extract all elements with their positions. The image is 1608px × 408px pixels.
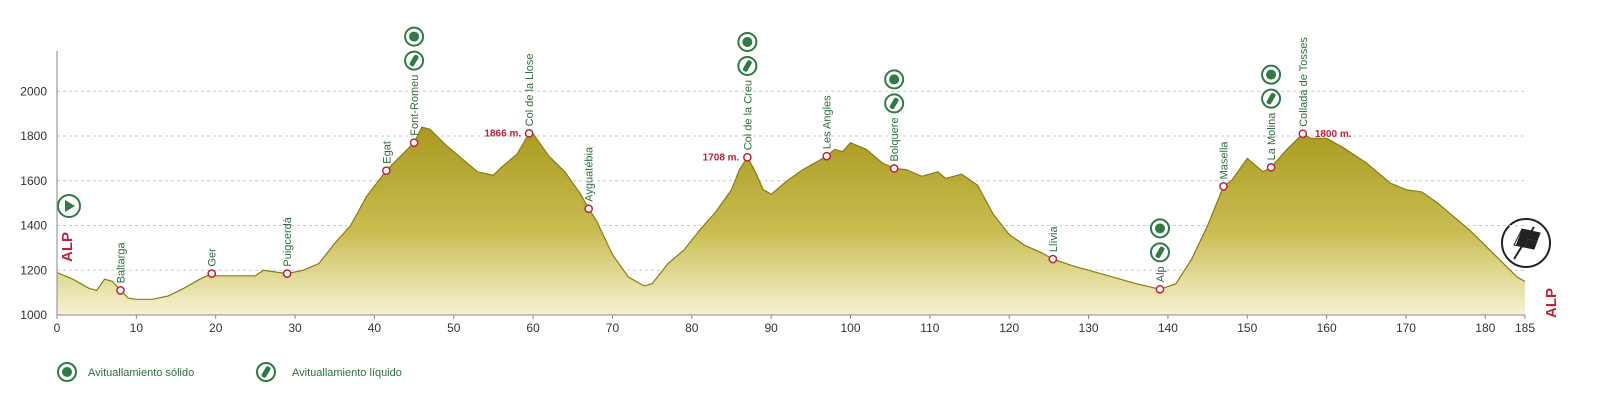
solid-icon bbox=[1261, 64, 1282, 85]
altitude-label: 1800 m. bbox=[1315, 129, 1352, 140]
legend-text: Avituallamiento líquido bbox=[292, 367, 402, 379]
waypoint-label: Col de la Creu bbox=[742, 80, 754, 150]
icon-apple bbox=[1266, 69, 1277, 80]
liquid-icon bbox=[404, 50, 425, 71]
y-tick-label: 2000 bbox=[20, 84, 47, 98]
waypoint-marker bbox=[282, 269, 292, 278]
waypoint-marker bbox=[207, 269, 217, 278]
waypoint-marker bbox=[1266, 162, 1276, 172]
legend-text: Avituallamiento sólido bbox=[88, 367, 194, 379]
waypoint-label: Alp bbox=[1155, 266, 1167, 282]
finish-icon bbox=[1501, 218, 1551, 268]
waypoint-label: Collada de Tosses bbox=[1298, 37, 1310, 127]
x-tick-label: 0 bbox=[54, 321, 61, 335]
icon-apple bbox=[889, 74, 900, 85]
liquid-icon bbox=[1149, 242, 1170, 263]
altitude-label: 1866 m. bbox=[484, 128, 521, 139]
x-tick-label: 120 bbox=[999, 321, 1019, 335]
x-tick-label: 185 bbox=[1515, 321, 1535, 335]
y-tick-label: 1200 bbox=[20, 263, 47, 277]
elevation-area bbox=[57, 127, 1525, 315]
waypoint-label: La Molina bbox=[1266, 112, 1278, 161]
y-tick-label: 1800 bbox=[20, 129, 47, 143]
waypoint-label: Bolquere bbox=[889, 117, 901, 161]
icon-apple bbox=[62, 367, 72, 377]
icon-bottle bbox=[261, 366, 271, 378]
waypoint-label: Font-Romeu bbox=[409, 75, 421, 136]
waypoint-marker bbox=[822, 151, 832, 161]
waypoint-label: Les Angles bbox=[822, 95, 834, 149]
x-tick-label: 60 bbox=[526, 321, 540, 335]
icon-apple bbox=[742, 36, 753, 47]
waypoint-marker bbox=[524, 128, 534, 138]
icon-bottle bbox=[889, 97, 899, 110]
icon-apple bbox=[409, 31, 420, 42]
x-tick-label: 90 bbox=[764, 321, 778, 335]
x-tick-label: 150 bbox=[1237, 321, 1257, 335]
altitude-label: 1708 m. bbox=[703, 152, 740, 163]
waypoint-marker bbox=[584, 204, 594, 214]
x-tick-label: 170 bbox=[1396, 321, 1416, 335]
x-tick-label: 10 bbox=[130, 321, 144, 335]
x-tick-label: 110 bbox=[920, 321, 939, 335]
solid-icon bbox=[737, 31, 758, 52]
icon-bottle bbox=[1155, 246, 1165, 259]
end-label: ALP bbox=[1543, 288, 1560, 318]
start-label: ALP bbox=[59, 232, 76, 262]
icon-bottle bbox=[1266, 92, 1276, 105]
x-tick-label: 130 bbox=[1079, 321, 1099, 335]
waypoint-marker bbox=[1155, 284, 1165, 294]
x-tick-label: 40 bbox=[368, 321, 382, 335]
solid-icon bbox=[1149, 218, 1170, 239]
waypoint-marker bbox=[409, 138, 419, 148]
waypoint-label: Puigcerdà bbox=[282, 216, 294, 266]
y-tick-label: 1400 bbox=[20, 219, 47, 233]
x-tick-label: 140 bbox=[1158, 321, 1178, 335]
y-tick-label: 1600 bbox=[20, 174, 47, 188]
waypoint-marker bbox=[116, 286, 125, 295]
x-tick-label: 50 bbox=[447, 321, 461, 335]
icon-bottle bbox=[409, 54, 419, 67]
liquid-icon bbox=[737, 55, 758, 76]
x-tick-label: 20 bbox=[209, 321, 223, 335]
waypoint-label: Llívia bbox=[1048, 226, 1060, 253]
solid-icon bbox=[884, 69, 905, 90]
x-tick-label: 30 bbox=[288, 321, 302, 335]
solid-icon bbox=[57, 362, 77, 382]
liquid-icon bbox=[1261, 88, 1282, 109]
x-tick-label: 100 bbox=[840, 321, 860, 335]
waypoint-label: Ayguatébia bbox=[584, 146, 596, 202]
waypoint-label: Ger bbox=[207, 248, 219, 267]
waypoint-marker bbox=[1219, 182, 1228, 191]
start-icon bbox=[57, 194, 81, 218]
y-tick-label: 1000 bbox=[20, 308, 47, 322]
liquid-icon bbox=[256, 362, 276, 382]
waypoint-marker bbox=[889, 164, 899, 173]
waypoint-marker bbox=[381, 166, 391, 176]
icon-bottle bbox=[742, 60, 752, 72]
icon-apple bbox=[1154, 223, 1165, 234]
waypoint-label: Col de la Llose bbox=[524, 54, 536, 127]
x-tick-label: 80 bbox=[685, 321, 699, 335]
waypoint-label: Baltarga bbox=[115, 242, 127, 284]
liquid-icon bbox=[884, 93, 905, 114]
x-tick-label: 70 bbox=[606, 321, 620, 335]
waypoint-marker bbox=[743, 152, 752, 162]
waypoint-label: Masella bbox=[1218, 141, 1230, 180]
waypoint-marker bbox=[1298, 129, 1308, 139]
waypoint-label: Egat bbox=[381, 141, 393, 164]
waypoint-marker bbox=[1048, 254, 1058, 264]
x-tick-label: 160 bbox=[1317, 321, 1337, 335]
solid-icon bbox=[404, 26, 425, 47]
x-tick-label: 180 bbox=[1475, 321, 1495, 335]
